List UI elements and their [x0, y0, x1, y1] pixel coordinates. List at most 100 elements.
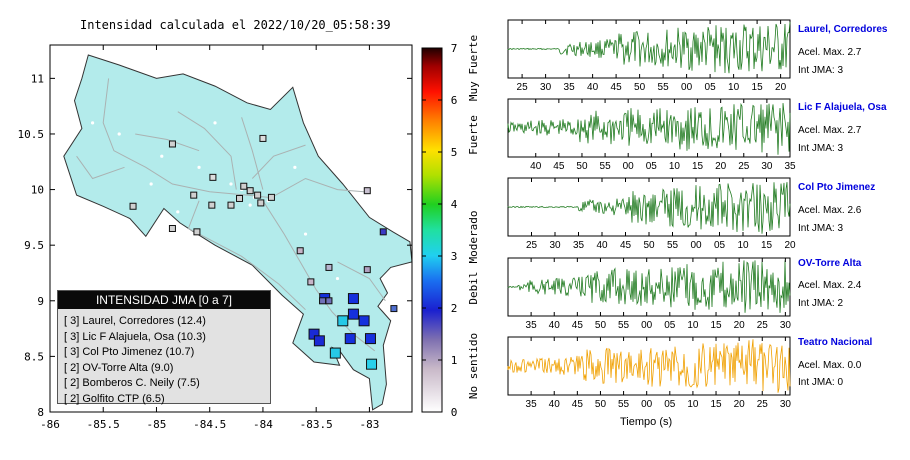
waveform-tick-label: 15 [692, 161, 704, 172]
waveform-tick-label: 20 [715, 161, 727, 172]
town-marker [117, 132, 121, 136]
waveform-tick-label: 55 [600, 161, 612, 172]
waveform-tick-label: 15 [710, 399, 722, 410]
waveform-tick-label: 20 [734, 320, 746, 331]
legend-item: [ 3] Laurel, Corredores (12.4) [64, 314, 264, 330]
waveform-tick-label: 10 [687, 399, 699, 410]
legend-item: [ 2] Golfito CTP (6.5) [64, 392, 264, 408]
waveform-tick-label: 15 [710, 320, 722, 331]
waveform-tick-label: 45 [611, 82, 623, 93]
station-jma: Int JMA: 3 [798, 65, 844, 76]
waveform-trace [507, 22, 791, 74]
waveform-tick-label: 55 [618, 320, 630, 331]
waveform-tick-label: 15 [761, 240, 773, 251]
waveform-tick-label: 00 [690, 240, 702, 251]
legend-item: [ 3] Lic F Alajuela, Osa (10.3) [64, 330, 264, 346]
station-accel: Acel. Max. 2.7 [798, 47, 862, 58]
colorbar-tick-label: 3 [451, 250, 458, 263]
waveform-tick-label: 30 [780, 320, 792, 331]
road-line [135, 133, 200, 152]
station-marker [390, 305, 398, 313]
y-tick-label: 8.5 [24, 350, 44, 363]
legend-station: Bomberos C. Neily (7.5) [82, 377, 200, 389]
waveform-trace [507, 182, 791, 234]
waveform-tick-label: 00 [641, 399, 653, 410]
colorbar-category-label: Muy Fuerte [467, 35, 480, 101]
station-marker [364, 333, 376, 345]
town-marker [160, 154, 164, 158]
station-marker [337, 315, 349, 327]
waveform-tick-label: 05 [664, 399, 676, 410]
station-marker [347, 308, 359, 320]
x-tick-label: -84 [253, 418, 273, 431]
legend-item: [ 2] Bomberos C. Neily (7.5) [64, 376, 264, 392]
station-accel: Acel. Max. 0.0 [798, 360, 862, 371]
y-tick-label: 9.5 [24, 239, 44, 252]
waveform-tick-label: 45 [572, 399, 584, 410]
waveform-tick-label: 05 [714, 240, 726, 251]
road-line [251, 144, 306, 179]
waveform-tick-label: 50 [634, 82, 646, 93]
waveform-tick-label: 10 [737, 240, 749, 251]
legend-item: [ 3] Col Pto Jimenez (10.7) [64, 345, 264, 361]
station-marker [325, 263, 333, 271]
station-marker [257, 199, 265, 207]
station-accel: Acel. Max. 2.7 [798, 125, 862, 136]
waveform-tick-label: 50 [595, 399, 607, 410]
x-tick-label: -86 [40, 418, 60, 431]
road-line [187, 200, 306, 311]
station-marker [208, 201, 216, 209]
y-tick-label: 11 [31, 72, 44, 85]
station-marker [363, 187, 371, 195]
waveform-tick-label: 20 [784, 240, 796, 251]
waveform-tick-label: 40 [549, 399, 561, 410]
waveform-trace [507, 102, 791, 155]
waveform-tick-label: 40 [549, 320, 561, 331]
waveform-x-axis-label: Tiempo (s) [620, 416, 673, 428]
station-marker [240, 182, 248, 190]
legend-jma: [ 3] [64, 346, 80, 358]
waveform-tick-label: 45 [620, 240, 632, 251]
road-line [241, 117, 264, 190]
legend-jma: [ 2] [64, 392, 80, 405]
town-marker [197, 165, 201, 169]
waveform-tick-label: 40 [596, 240, 608, 251]
costa-rica-landmass [63, 54, 413, 411]
x-tick-label: -85.5 [87, 418, 120, 431]
waveform-tick-label: 55 [658, 82, 670, 93]
waveform-tick-label: 25 [757, 320, 769, 331]
station-marker [209, 173, 217, 181]
legend-station: Golfito CTP (6.5) [82, 392, 165, 405]
town-marker [90, 121, 95, 125]
station-marker [325, 297, 333, 305]
legend-station: Col Pto Jimenez (10.7) [82, 346, 195, 358]
town-marker [229, 182, 233, 186]
station-marker [344, 333, 356, 345]
waveform-tick-label: 25 [526, 240, 538, 251]
waveform-tick-label: 25 [738, 161, 750, 172]
station-marker [379, 228, 387, 236]
station-marker [246, 187, 254, 195]
colorbar [421, 47, 443, 413]
y-tick-label: 10 [31, 184, 44, 197]
waveform-tick-label: 35 [573, 240, 585, 251]
waveform-tick-label: 05 [664, 320, 676, 331]
station-name: Teatro Nacional [798, 337, 873, 348]
colorbar-tick-label: 6 [451, 94, 458, 107]
map-frame [49, 44, 413, 413]
waveform-tick-label: 25 [517, 82, 529, 93]
waveform-tick-label: 10 [669, 161, 681, 172]
waveform-tick-label: 35 [784, 161, 796, 172]
x-tick-label: -83.5 [300, 418, 333, 431]
waveform-tick-label: 20 [775, 82, 787, 93]
waveform-tick-label: 15 [752, 82, 764, 93]
station-name: Laurel, Corredores [798, 24, 888, 35]
waveform-tick-label: 40 [530, 161, 542, 172]
legend-jma: [ 2] [64, 377, 80, 389]
legend-title: INTENSIDAD JMA [0 a 7] [58, 291, 270, 309]
colorbar-category-label: Debil [467, 271, 480, 304]
waveform-tick-label: 40 [587, 82, 599, 93]
town-marker [176, 210, 180, 214]
waveform-tick-label: 35 [564, 82, 576, 93]
